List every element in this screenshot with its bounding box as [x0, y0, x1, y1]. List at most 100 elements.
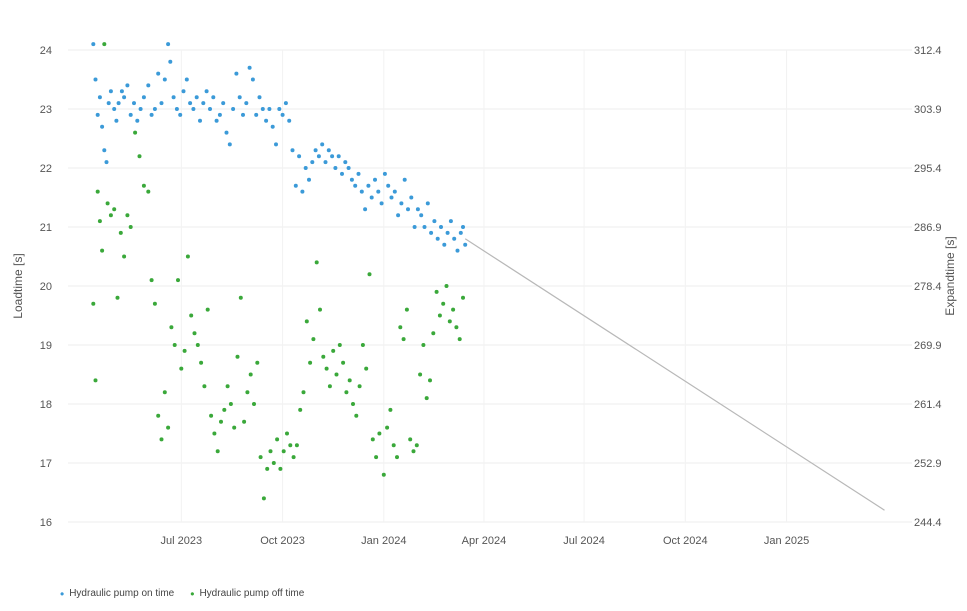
pump-off-point	[265, 466, 270, 471]
pump-on-point	[310, 160, 315, 165]
y-right-tick-label: 286.9	[914, 222, 942, 234]
x-tick-label: Oct 2024	[663, 535, 708, 547]
pump-off-point	[232, 425, 237, 430]
pump-off-point	[275, 437, 280, 442]
pump-on-point	[221, 101, 226, 106]
pump-on-point	[373, 177, 377, 182]
x-tick-label: Oct 2023	[260, 535, 305, 547]
pump-off-point	[141, 183, 146, 188]
pump-on-point	[194, 95, 199, 100]
y-left-tick-label: 23	[40, 104, 52, 116]
pump-on-point	[396, 213, 401, 218]
pump-off-point	[431, 331, 436, 336]
pump-on-point	[174, 107, 179, 111]
pump-off-point	[395, 455, 399, 460]
pump-off-point	[357, 384, 362, 389]
pump-on-point	[138, 107, 143, 111]
pump-off-point	[404, 307, 409, 312]
pump-on-point	[320, 142, 325, 147]
pump-on-point	[119, 89, 124, 94]
pump-off-point	[225, 384, 230, 389]
pump-off-point	[370, 437, 375, 442]
pump-on-point	[392, 189, 397, 194]
pump-off-point	[271, 461, 276, 465]
pump-on-point	[204, 89, 209, 94]
pump-off-point	[421, 343, 426, 347]
legend-marker-pump-off: •	[190, 586, 195, 601]
pump-off-point	[166, 425, 171, 430]
pump-off-point	[457, 337, 462, 342]
pump-off-point	[285, 431, 289, 436]
x-tick-label: Jan 2024	[361, 535, 406, 547]
y-right-tick-label: 303.9	[914, 104, 942, 116]
pump-on-point	[260, 107, 265, 111]
y-left-tick-label: 20	[40, 281, 52, 293]
pump-on-point	[415, 207, 420, 212]
pump-on-point	[300, 189, 305, 194]
pump-on-point	[458, 230, 463, 235]
pump-off-point	[324, 366, 329, 371]
pump-on-point	[274, 142, 278, 147]
pump-on-point	[340, 171, 344, 176]
pump-off-point	[252, 402, 256, 406]
grid	[68, 49, 912, 523]
pump-on-point	[323, 160, 328, 165]
pump-off-point	[367, 272, 372, 277]
pump-off-point	[327, 384, 332, 389]
pump-on-point	[227, 142, 232, 147]
pump-off-point	[242, 419, 247, 424]
pump-off-point	[202, 384, 207, 389]
pump-off-point	[428, 378, 432, 383]
legend: • Hydraulic pump on time • Hydraulic pum…	[60, 586, 304, 601]
pump-on-point	[184, 77, 189, 82]
pump-off-point	[112, 207, 117, 212]
pump-on-point	[178, 112, 183, 117]
pump-on-point	[116, 101, 121, 106]
pump-off-point	[172, 343, 177, 347]
pump-off-point	[461, 295, 465, 300]
legend-item-pump-off[interactable]: • Hydraulic pump off time	[190, 586, 304, 601]
pump-off-point	[128, 225, 133, 229]
pump-on-point	[290, 148, 295, 153]
pump-off-point	[281, 449, 286, 454]
pump-on-point	[343, 160, 348, 165]
pump-on-point	[244, 101, 249, 106]
pump-off-point	[245, 390, 250, 395]
pump-on-point	[287, 118, 292, 123]
pump-off-point	[398, 325, 403, 330]
x-tick-label: Jan 2025	[764, 535, 809, 547]
pump-off-point	[176, 278, 180, 283]
pump-off-point	[93, 378, 98, 383]
pump-off-point	[118, 230, 123, 235]
pump-on-point	[336, 154, 341, 159]
pump-off-point	[418, 372, 423, 377]
pump-on-point	[166, 42, 171, 47]
trend-line	[464, 238, 885, 511]
pump-off-point	[347, 378, 352, 383]
pump-off-point	[115, 295, 120, 300]
pump-off-point	[189, 313, 194, 318]
pump-on-point	[399, 201, 404, 206]
pump-off-point	[152, 301, 157, 306]
pump-on-point	[159, 101, 164, 106]
pump-off-point	[222, 407, 227, 412]
pump-off-point	[454, 325, 459, 330]
pump-off-point	[97, 219, 102, 224]
pump-on-point	[419, 213, 424, 218]
x-tick-label: Jul 2024	[563, 535, 605, 547]
y-right-tick-label: 295.4	[914, 163, 942, 175]
pump-off-point	[133, 130, 138, 135]
legend-item-pump-on[interactable]: • Hydraulic pump on time	[60, 586, 174, 601]
pump-off-point	[215, 449, 220, 454]
pump-on-point	[359, 189, 364, 194]
pump-off-point	[360, 343, 365, 347]
pump-off-point	[122, 254, 127, 259]
pump-off-point	[212, 431, 217, 436]
pump-off-point	[235, 354, 240, 359]
pump-on-point	[349, 177, 354, 182]
pump-off-point	[261, 496, 266, 501]
legend-marker-pump-on: •	[60, 586, 65, 601]
pump-off-point	[238, 295, 243, 300]
pump-off-point	[255, 360, 260, 365]
pump-on-point	[241, 112, 245, 117]
